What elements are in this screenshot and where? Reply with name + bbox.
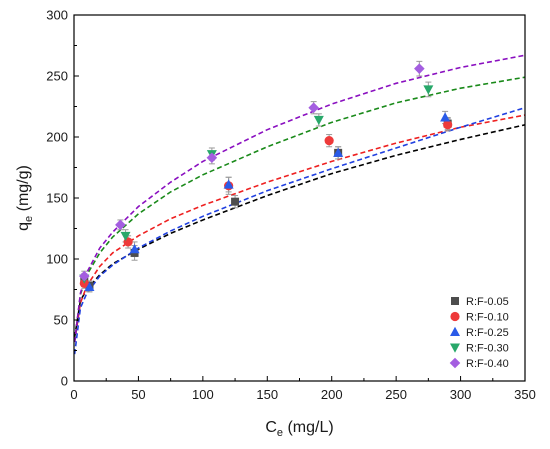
legend-marker-3: [450, 326, 460, 336]
legend-marker-1: [451, 297, 459, 305]
legend-label-5: R:F-0.40: [466, 358, 509, 370]
y-axis-ticks: 0 50 100 150 200 250 300: [46, 8, 79, 389]
x-axis-ticks: 0 50 100 150 200 250 300 350: [70, 376, 536, 402]
legend-marker-2: [450, 311, 460, 322]
data-point-series-3: [440, 112, 451, 122]
x-axis-title: Ce (mg/L): [265, 419, 333, 439]
y-axis-title-subscript: e: [23, 216, 35, 222]
data-point-series-2: [324, 136, 334, 146]
data-point-series-2: [443, 120, 453, 130]
data-point-series-3: [333, 147, 344, 157]
data-point-series-5: [115, 219, 126, 231]
data-markers: [79, 63, 453, 292]
data-point-series-4: [423, 85, 434, 95]
x-tick-label: 250: [385, 387, 407, 402]
fit-curve-5: [73, 54, 526, 343]
y-tick-label: 50: [54, 313, 68, 328]
legend-marker-5: [449, 357, 461, 369]
y-axis-title-unit: (mg/g): [15, 165, 32, 216]
x-tick-label: 300: [450, 387, 472, 402]
legend: R:F-0.05 R:F-0.10 R:F-0.25 R:F-0.30 R:F-0.40: [449, 296, 509, 370]
y-tick-label: 300: [46, 8, 68, 23]
y-axis-title-main: q: [15, 222, 32, 231]
x-axis-title-unit: (mg/L): [283, 419, 334, 436]
data-point-series-1: [231, 197, 240, 206]
data-point-series-5: [79, 270, 90, 282]
x-tick-label: 0: [70, 387, 77, 402]
y-tick-label: 200: [46, 130, 68, 145]
x-axis-title-subscript: e: [277, 427, 283, 439]
data-point-series-3: [129, 244, 140, 254]
y-tick-label: 250: [46, 69, 68, 84]
data-point-series-4: [120, 231, 131, 242]
data-point-series-5: [206, 152, 218, 164]
legend-label-2: R:F-0.10: [466, 312, 509, 324]
data-point-series-5: [414, 63, 425, 74]
x-tick-label: 50: [131, 387, 145, 402]
y-tick-label: 0: [61, 374, 68, 389]
legend-label-1: R:F-0.05: [466, 296, 509, 308]
x-tick-label: 350: [514, 387, 536, 402]
x-tick-label: 150: [256, 387, 278, 402]
legend-marker-4: [450, 343, 460, 353]
fit-curve-3: [73, 106, 526, 355]
legend-label-3: R:F-0.25: [466, 327, 509, 339]
data-point-series-4: [313, 115, 324, 126]
legend-label-4: R:F-0.30: [466, 343, 509, 355]
x-tick-label: 100: [192, 387, 214, 402]
y-axis-title: qe (mg/g): [15, 165, 35, 231]
y-tick-label: 150: [46, 191, 68, 206]
data-point-series-3: [223, 179, 234, 189]
x-axis-title-main: C: [265, 419, 277, 436]
data-point-series-5: [308, 102, 319, 114]
y-tick-label: 100: [46, 252, 68, 267]
data-point-series-3: [84, 281, 95, 292]
x-tick-label: 200: [321, 387, 343, 402]
